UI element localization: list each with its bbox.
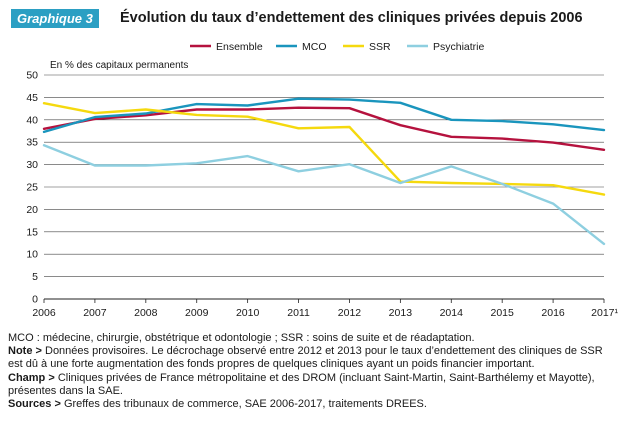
data-point-mco xyxy=(399,101,402,104)
y-tick-label: 20 xyxy=(26,204,38,216)
x-tick-label: 2013 xyxy=(389,307,413,319)
data-point-psychiatrie xyxy=(348,163,351,166)
series-layer xyxy=(42,97,606,246)
data-point-psychiatrie xyxy=(450,165,453,168)
data-point-psychiatrie xyxy=(144,164,147,167)
data-point-mco xyxy=(246,104,249,107)
data-point-ensemble xyxy=(399,124,402,127)
legend-label-ssr: SSR xyxy=(369,41,391,53)
data-point-mco xyxy=(348,98,351,101)
data-point-ssr xyxy=(43,102,45,105)
data-point-psychiatrie xyxy=(94,164,96,167)
data-point-psychiatrie xyxy=(603,242,605,245)
data-point-ssr xyxy=(348,126,351,128)
y-tick-label: 10 xyxy=(26,249,38,261)
legend-label-psychiatrie: Psychiatrie xyxy=(433,41,485,53)
data-point-ensemble xyxy=(43,127,45,130)
y-tick-label: 15 xyxy=(26,226,38,238)
y-tick-label: 30 xyxy=(26,159,38,171)
sources-paragraph: Sources > Greffes des tribunaux de comme… xyxy=(8,398,620,411)
x-tick-label: 2010 xyxy=(236,307,260,319)
y-tick-label: 35 xyxy=(26,137,38,149)
chart-title: Évolution du taux d’endettement des clin… xyxy=(120,10,583,26)
x-tick-label: 2016 xyxy=(541,307,565,319)
data-point-mco xyxy=(297,97,300,100)
legend-label-ensemble: Ensemble xyxy=(216,41,263,53)
data-point-psychiatrie xyxy=(246,155,249,157)
x-tick-label: 2008 xyxy=(134,307,158,319)
data-point-ensemble xyxy=(501,137,504,140)
x-tick-label: 2011 xyxy=(287,307,310,319)
data-point-ssr xyxy=(552,184,554,187)
x-tick-label: 2012 xyxy=(338,307,362,319)
data-point-ssr xyxy=(94,112,96,114)
data-point-ssr xyxy=(450,182,453,184)
y-tick-label: 5 xyxy=(32,271,38,283)
data-point-ensemble xyxy=(195,108,198,111)
grid-layer xyxy=(44,74,604,277)
data-point-ensemble xyxy=(603,148,605,151)
data-point-mco xyxy=(603,129,605,132)
y-tick-label: 25 xyxy=(26,182,38,194)
line-chart: 0 5 10 15 20 25 30 35 40 45 50 2006 2007 2008 2009 2010… xyxy=(26,41,618,320)
x-tick-label: 2007 xyxy=(83,307,107,319)
sources-label: Sources > xyxy=(8,398,61,411)
axis-layer: 0 5 10 15 20 25 30 35 40 45 50 2006 2007 2008 2009 2010… xyxy=(26,70,618,320)
data-point-mco xyxy=(501,120,504,123)
data-point-mco xyxy=(144,112,147,115)
data-point-ensemble xyxy=(552,141,554,144)
data-point-mco xyxy=(195,103,198,106)
series-line-ssr xyxy=(42,101,606,196)
note-paragraph: Note > Données provisoires. Le décrochag… xyxy=(8,345,620,371)
champ-label: Champ > xyxy=(8,371,55,384)
legend: Ensemble MCO SSR Psychiatrie xyxy=(190,41,485,53)
x-tick-label: 2017¹ xyxy=(591,307,618,319)
y-tick-label: 40 xyxy=(26,114,38,126)
data-point-ssr xyxy=(246,115,249,118)
note-text: Données provisoires. Le décrochage obser… xyxy=(8,345,603,371)
data-point-ensemble xyxy=(348,107,351,110)
note-label: Note > xyxy=(8,345,42,358)
data-point-psychiatrie xyxy=(501,182,504,185)
data-point-ensemble xyxy=(297,106,300,109)
data-point-mco xyxy=(450,118,453,121)
data-point-mco xyxy=(43,130,45,133)
data-point-psychiatrie xyxy=(552,202,554,205)
legend-label-mco: MCO xyxy=(302,41,327,53)
series-line-mco xyxy=(42,97,606,134)
data-point-psychiatrie xyxy=(43,144,45,147)
series-line-ensemble xyxy=(42,106,606,152)
data-point-ssr xyxy=(297,127,300,130)
data-point-ensemble xyxy=(246,108,249,111)
y-tick-label: 45 xyxy=(26,92,38,104)
data-point-ssr xyxy=(195,113,198,116)
champ-paragraph: Champ > Cliniques privées de France métr… xyxy=(8,372,620,398)
x-tick-label: 2006 xyxy=(32,307,56,319)
y-axis-label: En % des capitaux permanents xyxy=(50,60,188,71)
series-line-psychiatrie xyxy=(42,144,606,246)
figure-number-badge: Graphique 3 xyxy=(11,9,99,28)
data-point-ensemble xyxy=(450,135,453,138)
data-point-ssr xyxy=(144,108,147,111)
x-tick-label: 2009 xyxy=(185,307,209,319)
notes-block: MCO : médecine, chirurgie, obstétrique e… xyxy=(8,332,620,411)
x-tick-label: 2014 xyxy=(440,307,464,319)
y-tick-label: 0 xyxy=(32,294,38,306)
data-point-mco xyxy=(552,123,554,126)
y-tick-label: 50 xyxy=(26,70,38,82)
data-point-mco xyxy=(94,116,96,119)
abbreviations-note: MCO : médecine, chirurgie, obstétrique e… xyxy=(8,332,475,344)
champ-text: Cliniques privées de France métropolitai… xyxy=(8,371,595,397)
x-tick-label: 2015 xyxy=(491,307,515,319)
data-point-ssr xyxy=(603,193,605,196)
data-point-psychiatrie xyxy=(297,170,300,173)
sources-text: Greffes des tribunaux de commerce, SAE 2… xyxy=(63,398,427,411)
data-point-psychiatrie xyxy=(399,182,402,184)
data-point-ensemble xyxy=(144,114,147,117)
data-point-psychiatrie xyxy=(195,162,198,165)
